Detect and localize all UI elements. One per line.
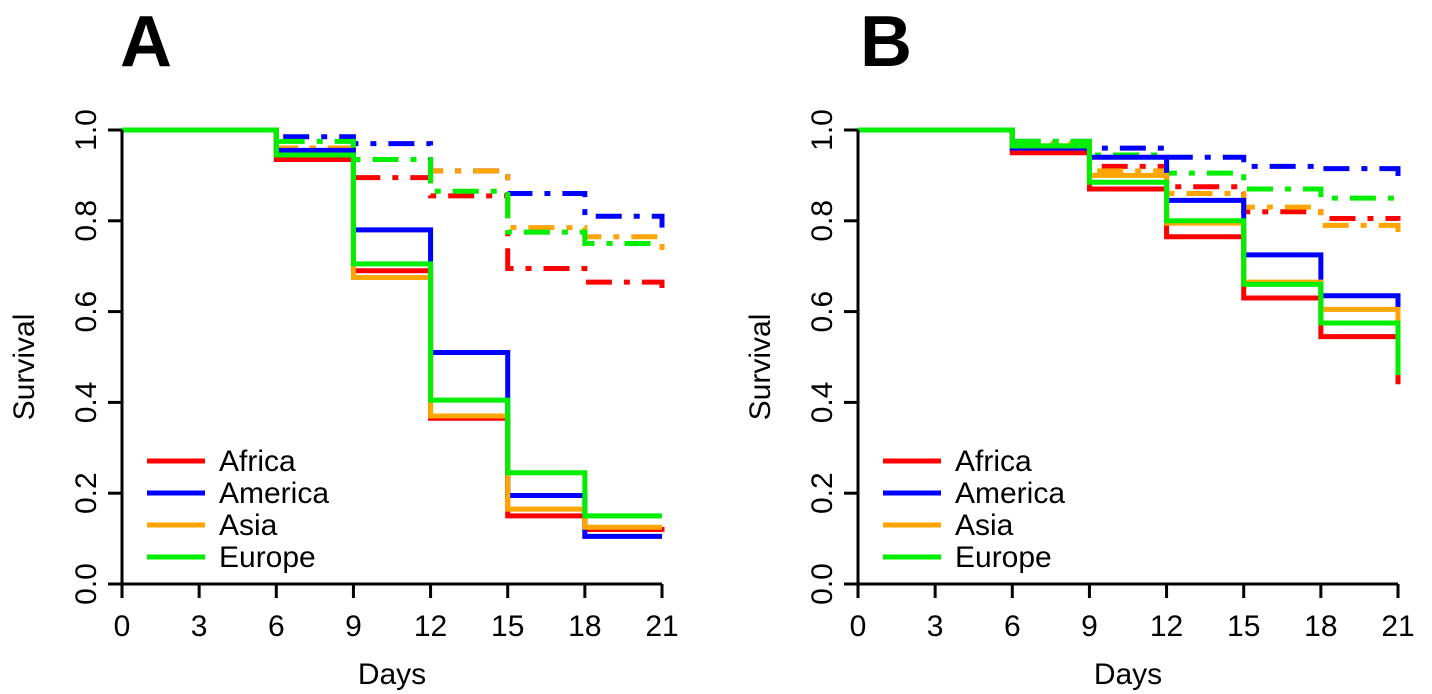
x-axis-title-b: Days [1094, 658, 1162, 691]
legend-label-africa: Africa [955, 445, 1032, 478]
legend-label-asia: Asia [219, 509, 278, 542]
x-tick-label: 9 [1081, 610, 1098, 643]
legend-label-america: America [219, 477, 329, 510]
x-tick-label: 0 [850, 610, 867, 643]
y-tick-label: 0.6 [806, 291, 839, 333]
panel-letter-b: B [860, 2, 912, 82]
legend-b: Africa America Asia Europe [883, 445, 1065, 574]
x-tick-label: 3 [927, 610, 944, 643]
y-tick-label: 0.6 [70, 291, 103, 333]
y-tick-label: 0.8 [806, 200, 839, 242]
y-axis-title-b: Survival [744, 314, 777, 421]
x-tick-label: 6 [268, 610, 285, 643]
x-tick-label: 0 [114, 610, 131, 643]
series-asia-solid [122, 127, 662, 530]
plot-area-a [122, 127, 665, 539]
legend-a: Africa America Asia Europe [147, 445, 329, 574]
series-europe-solid [858, 127, 1401, 376]
y-tick-label: 0.0 [70, 563, 103, 605]
series-america-solid [122, 127, 662, 539]
x-tick-label: 18 [568, 610, 601, 643]
panel-a: A 0 3 6 9 12 15 18 21 0.0 0.2 0.4 0.6 0.8 1.0 Days Su… [8, 2, 679, 691]
legend-label-america: America [955, 477, 1065, 510]
x-tick-label: 12 [414, 610, 447, 643]
y-tick-label: 0.8 [70, 200, 103, 242]
axes-a: 0 3 6 9 12 15 18 21 0.0 0.2 0.4 0.6 0.8 1.0 [70, 109, 679, 643]
legend-label-asia: Asia [955, 509, 1014, 542]
x-axis-title-a: Days [358, 658, 426, 691]
y-axis-title-a: Survival [8, 314, 41, 421]
axes-b: 0 3 6 9 12 15 18 21 0.0 0.2 0.4 0.6 0.8 1.0 [806, 109, 1415, 643]
series-europe-dashdot [122, 127, 662, 246]
x-tick-label: 15 [1227, 610, 1260, 643]
y-tick-label: 1.0 [806, 109, 839, 151]
x-tick-label: 21 [645, 610, 678, 643]
x-tick-label: 21 [1381, 610, 1414, 643]
y-tick-label: 0.0 [806, 563, 839, 605]
y-tick-label: 0.2 [70, 472, 103, 514]
series-america-dashdot [122, 127, 665, 228]
x-tick-label: 12 [1150, 610, 1183, 643]
legend-label-europe: Europe [955, 541, 1052, 574]
x-tick-label: 3 [191, 610, 208, 643]
y-tick-label: 0.4 [70, 382, 103, 424]
x-tick-label: 6 [1004, 610, 1021, 643]
plot-area-b [858, 127, 1401, 385]
legend-label-africa: Africa [219, 445, 296, 478]
legend-label-europe: Europe [219, 541, 316, 574]
x-tick-label: 15 [491, 610, 524, 643]
panel-letter-a: A [120, 2, 172, 82]
panel-b: B 0 3 6 9 12 15 18 21 0.0 0.2 0.4 0.6 0.8 1.0 Days Su… [744, 2, 1415, 691]
x-tick-label: 18 [1304, 610, 1337, 643]
x-tick-label: 9 [345, 610, 362, 643]
y-tick-label: 0.4 [806, 382, 839, 424]
y-tick-label: 1.0 [70, 109, 103, 151]
y-tick-label: 0.2 [806, 472, 839, 514]
series-africa-solid [858, 127, 1401, 385]
series-europe-solid [122, 127, 662, 519]
